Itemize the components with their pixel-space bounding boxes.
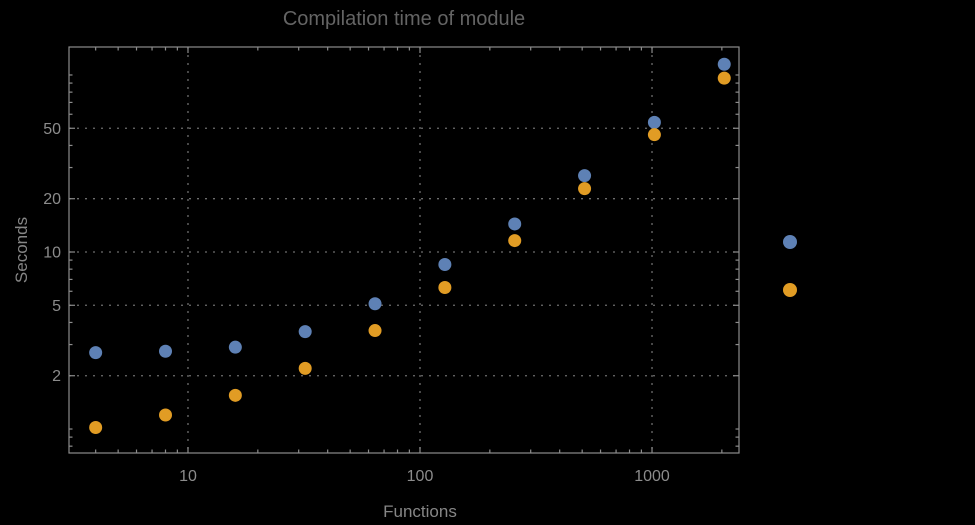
chart-title: Compilation time of module xyxy=(283,8,525,30)
data-point-series-2-orange xyxy=(368,324,382,338)
data-point-series-1-blue xyxy=(508,217,522,231)
data-point-series-2-orange xyxy=(647,128,661,142)
legend-dot-orange xyxy=(783,283,797,297)
y-tick-label: 20 xyxy=(43,191,61,208)
data-points-layer xyxy=(89,57,731,434)
data-point-series-2-orange xyxy=(508,234,522,248)
data-point-series-2-orange xyxy=(298,361,312,375)
y-tick-label: 50 xyxy=(43,121,61,138)
ticks-layer xyxy=(69,47,739,453)
data-point-series-1-blue xyxy=(717,57,731,71)
y-tick-label: 2 xyxy=(52,368,61,385)
data-point-series-2-orange xyxy=(578,182,592,196)
y-tick-label: 5 xyxy=(52,298,61,315)
x-tick-label: 10 xyxy=(179,468,197,485)
data-point-series-1-blue xyxy=(298,325,312,339)
data-point-series-1-blue xyxy=(578,169,592,183)
x-tick-label: 1000 xyxy=(634,468,670,485)
plot-frame xyxy=(68,46,740,454)
data-point-series-2-orange xyxy=(438,281,452,295)
data-point-series-1-blue xyxy=(368,297,382,311)
tick-labels-layer: 10 100 1000 2 5 10 20 50 xyxy=(43,121,670,485)
y-tick-label: 10 xyxy=(43,244,61,261)
data-point-series-2-orange xyxy=(159,408,173,422)
data-point-series-1-blue xyxy=(89,346,103,360)
data-point-series-1-blue xyxy=(438,257,452,271)
data-point-series-2-orange xyxy=(717,71,731,85)
data-point-series-1-blue xyxy=(159,344,173,358)
data-point-series-2-orange xyxy=(228,388,242,402)
y-axis-label: Seconds xyxy=(12,217,31,283)
x-tick-label: 100 xyxy=(407,468,434,485)
x-axis-label: Functions xyxy=(383,502,457,521)
data-point-series-1-blue xyxy=(647,115,661,129)
legend-dot-blue xyxy=(783,235,797,249)
legend-layer xyxy=(783,235,797,297)
plot-frame-layer xyxy=(68,46,740,454)
data-point-series-1-blue xyxy=(228,340,242,354)
data-point-series-2-orange xyxy=(89,420,103,434)
gridlines-layer xyxy=(69,47,739,453)
